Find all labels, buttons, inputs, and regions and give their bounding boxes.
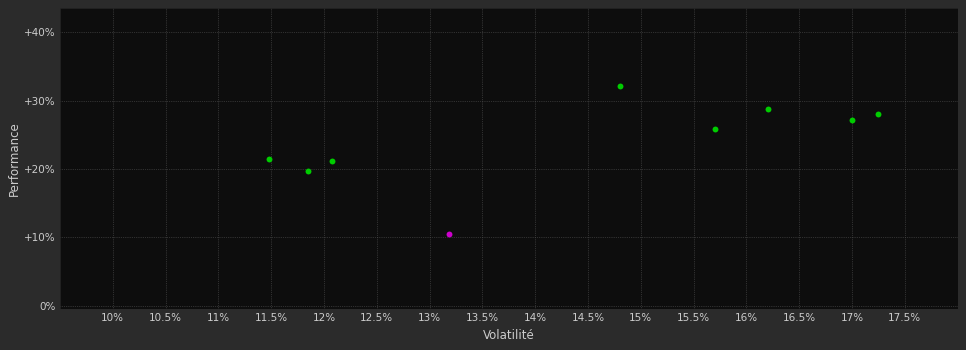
Y-axis label: Performance: Performance: [9, 121, 21, 196]
Point: [844, 117, 860, 122]
X-axis label: Volatilité: Volatilité: [483, 329, 534, 342]
Point: [440, 231, 456, 237]
Point: [261, 156, 276, 161]
Point: [300, 168, 316, 174]
Point: [760, 107, 776, 112]
Point: [611, 83, 627, 88]
Point: [325, 159, 340, 164]
Point: [870, 111, 886, 117]
Point: [707, 126, 723, 132]
